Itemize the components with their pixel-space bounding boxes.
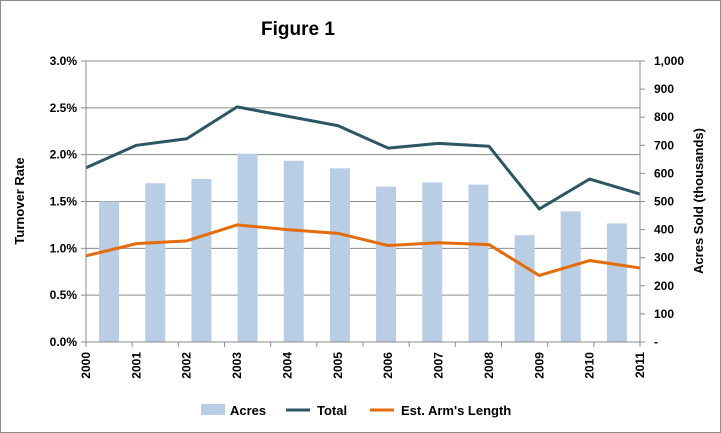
legend: Acres Total Est. Arm's Length (201, 403, 511, 418)
y-right-tick-label: 600 (654, 166, 674, 180)
legend-label-arms-length: Est. Arm's Length (401, 403, 511, 418)
y-left-axis-title: Turnover Rate (12, 157, 27, 244)
y-right-tick-label: 100 (654, 307, 674, 321)
y-right-axis-title: Acres Sold (thousands) (691, 128, 706, 274)
x-tick-label: 2005 (331, 352, 345, 379)
line-est-arm-s-length (85, 223, 641, 277)
x-tick-label: 2001 (129, 352, 143, 379)
y-left-tick-label: 0.5% (50, 288, 78, 302)
legend-label-acres: Acres (230, 403, 266, 418)
x-tick-label: 2002 (180, 352, 194, 379)
gridlines (86, 60, 640, 296)
bar-acres (514, 235, 535, 342)
y-left-tick-label: 1.5% (50, 195, 78, 209)
x-tick-label: 2007 (432, 352, 446, 379)
y-right-tick-label: 1,000 (654, 54, 684, 68)
y-right-tick-label: 500 (654, 195, 674, 209)
y-right-tick-label: 300 (654, 251, 674, 265)
x-tick-label: 2000 (79, 352, 93, 379)
y-left-tick-label: 2.5% (50, 101, 78, 115)
x-tick-label: 2008 (482, 352, 496, 379)
y-right-tick-label: 900 (654, 82, 674, 96)
x-tick-label: 2011 (633, 352, 647, 378)
line-total (85, 105, 641, 211)
bar-acres (468, 184, 489, 342)
y-right-tick-label: 800 (654, 110, 674, 124)
x-tick-label: 2010 (583, 352, 597, 379)
bar-acres (606, 223, 627, 342)
y-right-tick-label: 700 (654, 138, 674, 152)
bar-acres (329, 168, 350, 342)
bar-acres (145, 183, 166, 342)
bar-acres (560, 211, 581, 342)
legend-swatch-acres (201, 404, 225, 415)
x-tick-label: 2009 (532, 352, 546, 379)
y-right-tick-label: 400 (654, 223, 674, 237)
y-right-tick-label: - (654, 335, 658, 349)
bar-series-acres (99, 153, 627, 342)
bar-acres (237, 153, 258, 342)
line-series (85, 105, 641, 277)
y-left-tick-label: 2.0% (50, 148, 78, 162)
y-left-tick-label: 3.0% (50, 54, 78, 68)
y-left-tick-label: 0.0% (50, 335, 78, 349)
bar-acres (191, 179, 212, 342)
legend-label-total: Total (317, 403, 347, 418)
bar-acres (99, 201, 120, 342)
y-right-tick-label: 200 (654, 279, 674, 293)
y-left-tick-label: 1.0% (50, 241, 78, 255)
bar-acres (283, 160, 304, 342)
bar-acres (376, 186, 397, 342)
chart-title: Figure 1 (261, 19, 335, 40)
x-tick-label: 2004 (280, 352, 294, 379)
axes: 0.0% 0.5% 1.0% 1.5% 2.0% 2.5% 3.0% - 100 200 300 40… (50, 54, 685, 379)
x-tick-label: 2003 (230, 352, 244, 379)
x-tick-label: 2006 (381, 352, 395, 379)
bar-acres (422, 182, 443, 342)
